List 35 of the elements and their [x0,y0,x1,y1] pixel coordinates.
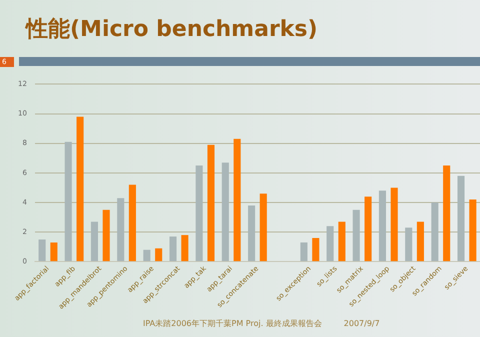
bar [443,166,450,262]
bar [128,184,136,262]
bar [300,242,308,262]
text: 2007/9/7 [344,319,380,328]
text: IPA未踏2006年下期千葉PM Proj. 最終成果報告会 [143,319,322,328]
bar [405,228,412,262]
bar [181,235,188,262]
bar [222,162,229,262]
bar [431,202,438,262]
bar [76,116,84,262]
bar [364,196,372,262]
bar [390,188,398,262]
bar [416,222,424,262]
bar [90,222,98,262]
bar [169,236,177,262]
bar [50,242,58,262]
bar [234,138,241,262]
bar [326,226,334,262]
bar [338,222,346,262]
bar [248,205,256,262]
bar [155,248,162,262]
bar [352,210,360,262]
chart-title: 性能(Micro benchmarks) [26,16,318,44]
bar [102,210,110,262]
bar [469,200,476,262]
bar [312,238,320,262]
bar [38,239,46,262]
bar [64,142,72,262]
bar [378,190,386,262]
bar [143,250,150,262]
bar [457,176,465,262]
bar [260,194,267,262]
bar [196,166,203,262]
bar [207,144,215,262]
bar [117,198,124,262]
